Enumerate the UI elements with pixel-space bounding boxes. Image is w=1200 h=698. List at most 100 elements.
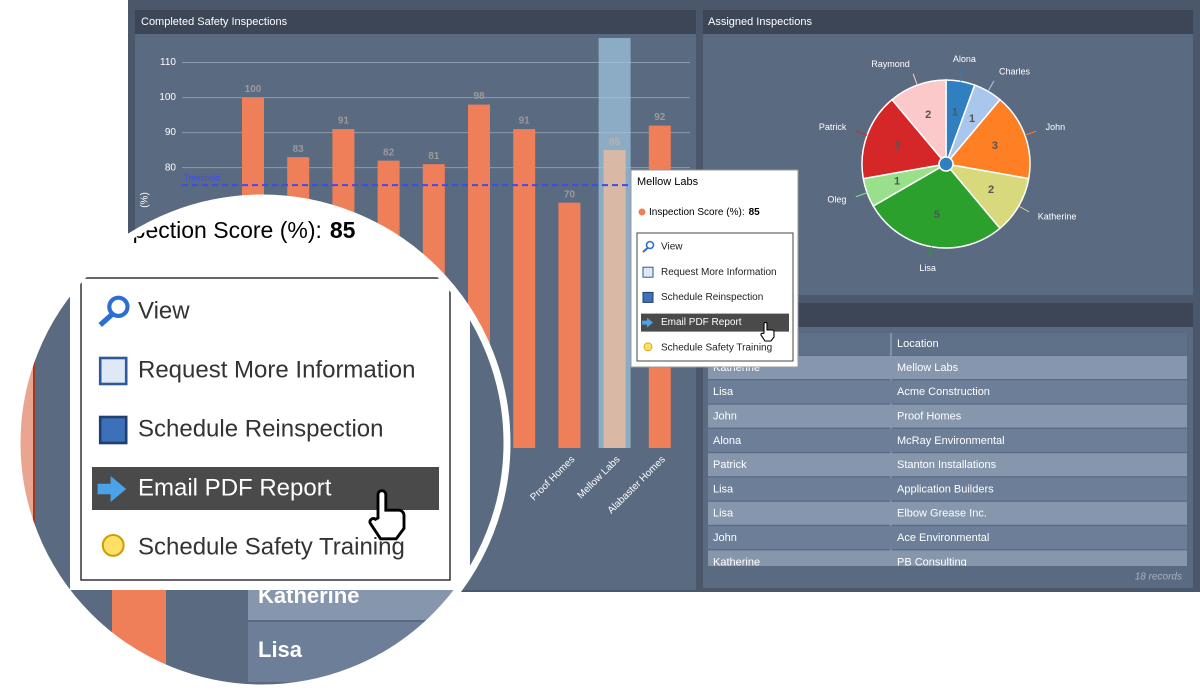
magnified-menu-item: View [138, 297, 190, 324]
panel-title: Completed Safety Inspections [141, 16, 288, 28]
tooltip-title: Mellow Labs [637, 176, 699, 188]
leader-line [928, 246, 932, 259]
menu-item-highlight [641, 313, 789, 332]
menu-item[interactable]: Request More Information [661, 267, 777, 278]
table-cell: Mellow Labs [897, 362, 959, 374]
data-label: 92 [654, 112, 666, 123]
leader-line [855, 192, 868, 198]
data-label: 82 [383, 147, 395, 158]
table-row [708, 526, 1187, 550]
table-cell: John [713, 411, 737, 423]
panel-title: Assigned Inspections [708, 16, 812, 28]
table-row [708, 501, 1187, 525]
table-row [708, 404, 1187, 428]
menu-icon [98, 415, 128, 445]
slice-label: Charles [999, 67, 1031, 77]
bar [513, 129, 536, 448]
table-cell: Elbow Grease Inc. [897, 508, 987, 520]
menu-icon [642, 291, 654, 303]
menu-item[interactable]: View [661, 242, 683, 253]
menu-icon [97, 476, 127, 502]
table-cell: Acme Construction [897, 386, 990, 398]
slice-label: Oleg [827, 195, 846, 205]
table-cell: Patrick [713, 459, 747, 471]
slice-label: Lisa [919, 263, 936, 273]
menu-icon [101, 533, 125, 557]
slice-label: Raymond [871, 59, 910, 69]
slice-label: Katherine [1038, 211, 1077, 221]
slice-value: 2 [925, 109, 931, 121]
y-axis-label: (%) [140, 192, 151, 208]
slice-value: 2 [988, 184, 994, 196]
menu-icon [98, 312, 114, 327]
data-label: 85 [609, 137, 621, 148]
pie-slice [872, 163, 1002, 249]
menu-icon [645, 240, 655, 250]
magnified-menu-item: Email PDF Report [138, 474, 332, 501]
leader-line [960, 69, 964, 82]
slice-label: John [1046, 122, 1066, 132]
slice-value: 1 [894, 176, 900, 188]
table-cell: Lisa [713, 386, 734, 398]
menu-icon [642, 266, 654, 278]
data-label: 81 [428, 151, 440, 162]
magnified-menu-item: Schedule Reinspection [138, 415, 384, 442]
menu-item[interactable]: Schedule Safety Training [661, 342, 772, 353]
bar [603, 150, 626, 448]
menu-item[interactable]: Schedule Reinspection [661, 292, 763, 303]
data-label: 98 [473, 91, 485, 102]
y-tick-label: 110 [160, 57, 176, 68]
series-dot [638, 208, 646, 216]
slice-value: 3 [992, 140, 998, 152]
pie-slice [944, 98, 1031, 180]
menu-icon [107, 295, 130, 318]
leader-line [1018, 205, 1030, 213]
magnified-menu-item: Schedule Safety Training [138, 533, 405, 560]
tooltip-label-text: Inspection Score (%): [649, 207, 745, 218]
column-header: Location [897, 338, 939, 350]
cursor [760, 322, 775, 342]
table-cell: Lisa [713, 508, 734, 520]
table-cell: John [713, 532, 737, 544]
bar [558, 202, 581, 448]
slice-value: 3 [894, 140, 900, 152]
pie-slice [861, 98, 948, 180]
y-tick-label: 100 [159, 92, 176, 103]
table-row [708, 550, 1187, 566]
slice-value: 1 [952, 107, 958, 119]
pie-center [938, 156, 954, 172]
menu-icon [643, 342, 653, 352]
table-cell: PB Consulting [897, 556, 967, 568]
table-row [708, 356, 1187, 379]
cursor [368, 489, 406, 541]
tooltip-value: 85 [749, 207, 761, 218]
magnifier-ring [13, 194, 511, 692]
slice-label: Alona [953, 54, 976, 64]
panel-header [703, 10, 1193, 34]
menu-icon [642, 247, 649, 253]
table-cell: Lisa [713, 483, 734, 495]
table-header [708, 333, 1187, 355]
magnified-cell: Lisa [258, 637, 303, 662]
table-cell: Ace Environmental [897, 532, 989, 544]
tooltip-label: Inspection Score (%): 85 [649, 207, 760, 218]
slice-value: 1 [969, 113, 975, 125]
menu-icon [98, 356, 128, 386]
table-cell: Katherine [713, 556, 760, 568]
table-cell: Stanton Installations [897, 459, 997, 471]
menu-item[interactable]: Email PDF Report [661, 317, 742, 328]
slice-label: Patrick [819, 122, 847, 132]
panel-header [135, 10, 696, 34]
table-cell: Proof Homes [897, 411, 962, 423]
pie-slice [890, 79, 947, 167]
leader-line [912, 73, 918, 86]
magnified-value: 85 [330, 217, 356, 243]
table-row [708, 380, 1187, 404]
y-tick-label: 90 [165, 127, 177, 138]
data-label: 83 [293, 144, 305, 155]
data-label: 100 [245, 84, 262, 95]
y-tick-label: 80 [165, 162, 177, 173]
table-cell: Application Builders [897, 483, 994, 495]
